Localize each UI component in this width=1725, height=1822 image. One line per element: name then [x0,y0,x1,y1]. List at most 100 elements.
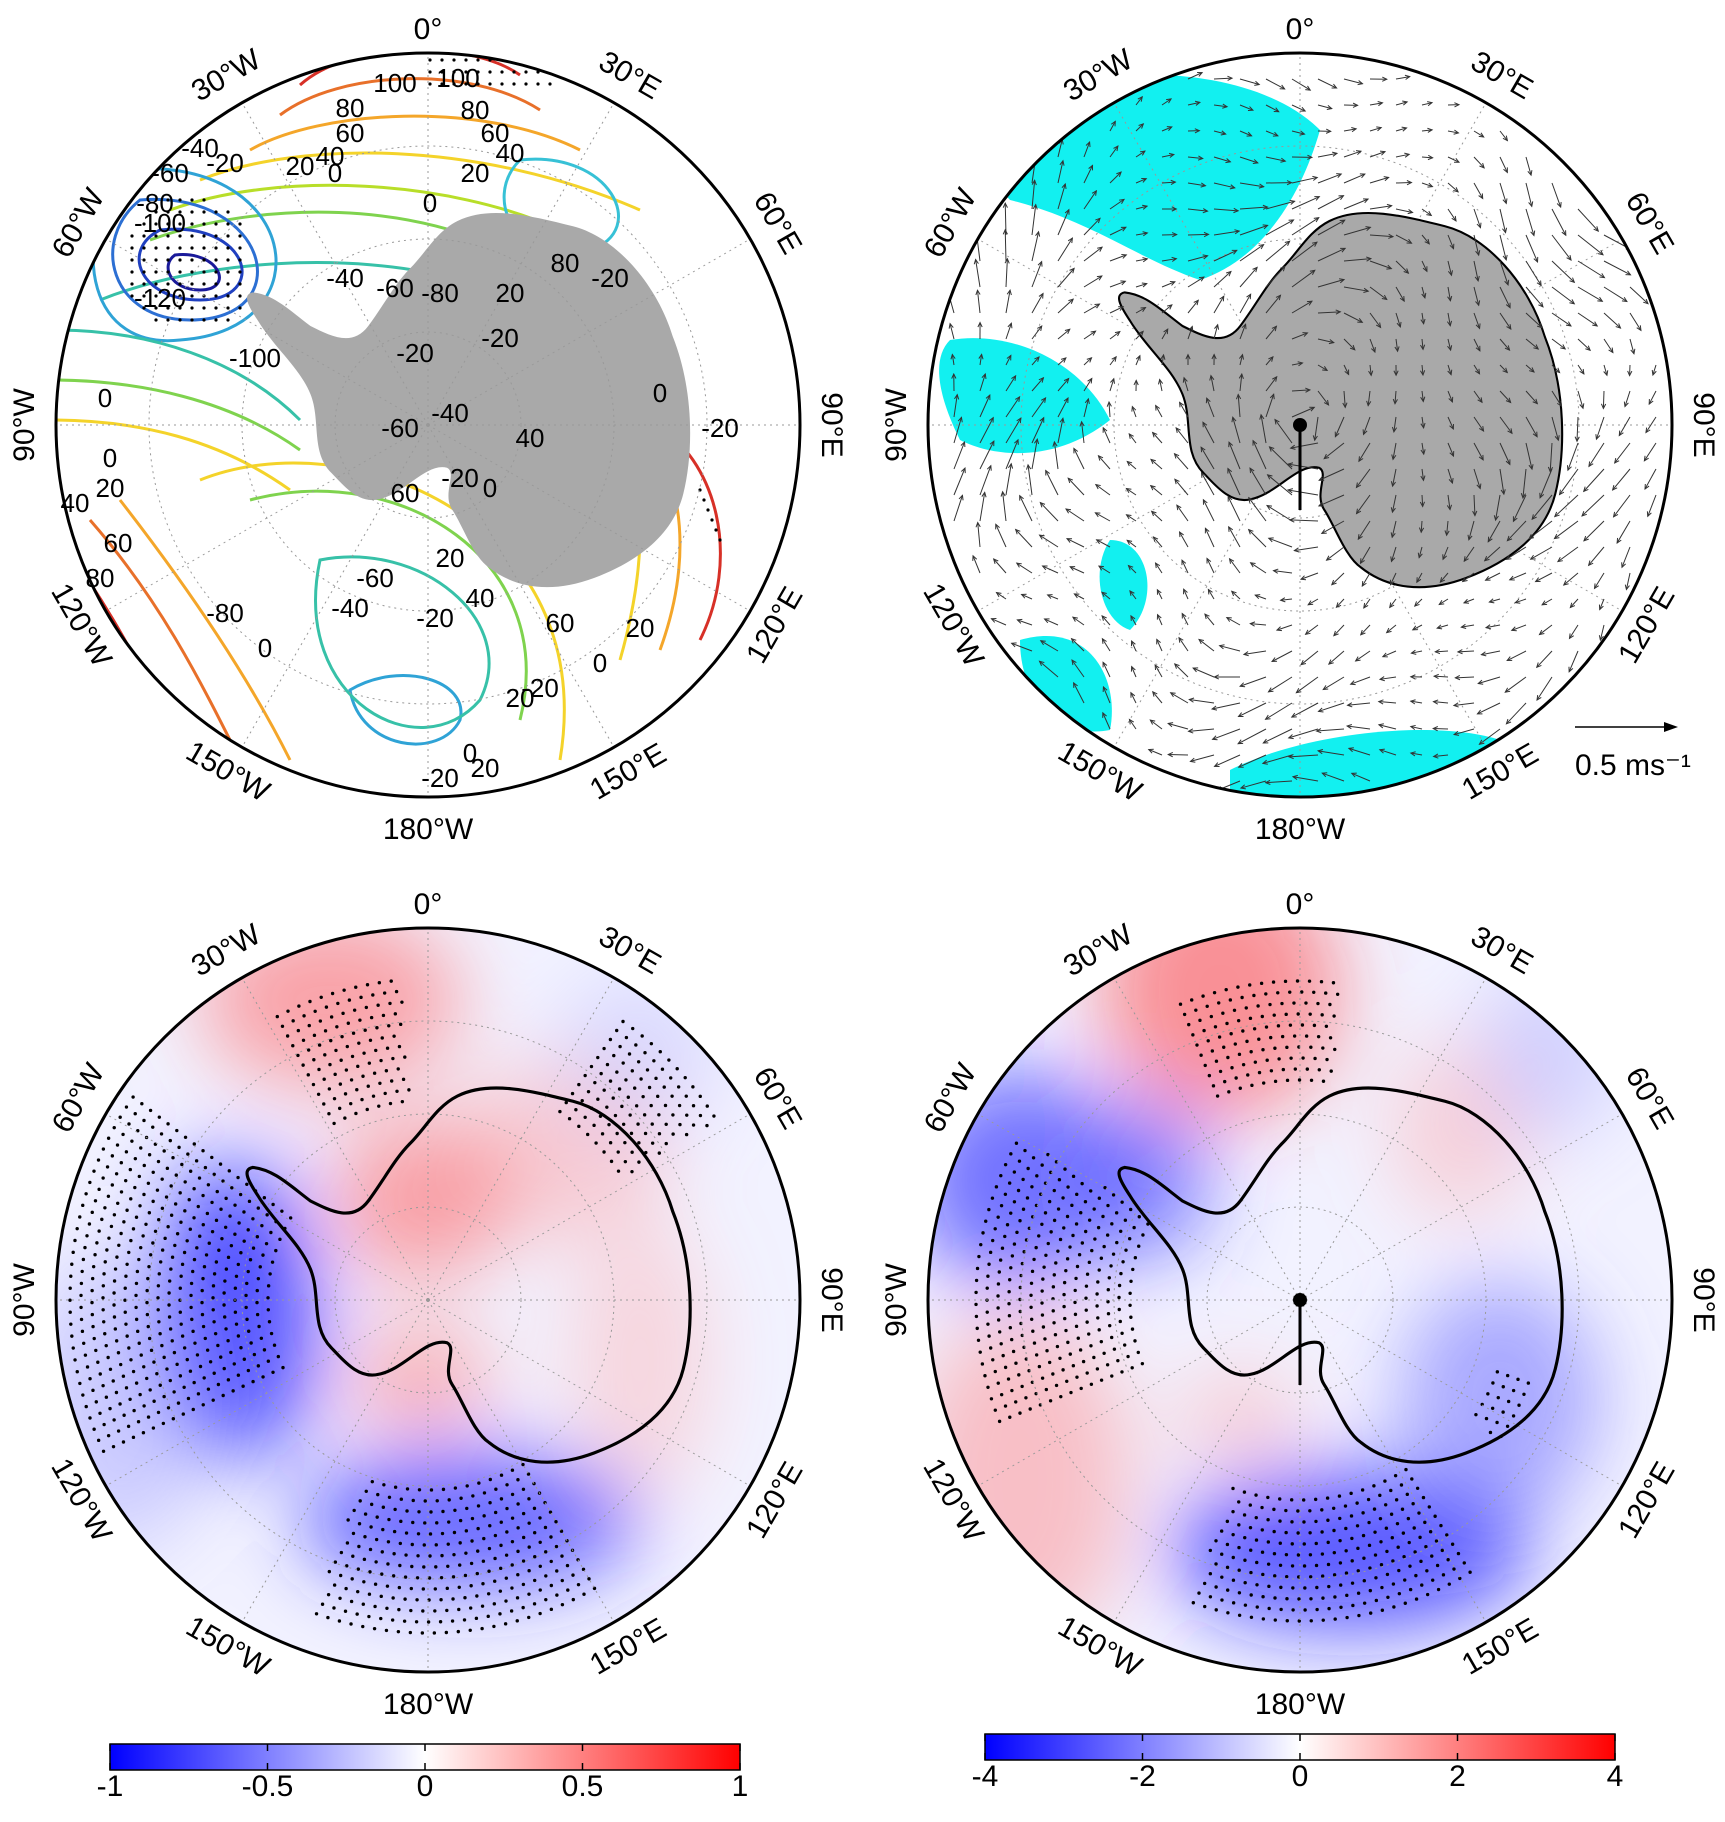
wind-arrow [1378,701,1397,704]
wind-arrow [1317,104,1332,110]
contour-label: 0 [103,443,117,473]
wind-arrow [1129,590,1137,600]
wind-arrow [1421,338,1424,350]
wind-arrow [1250,623,1267,626]
wind-arrow [1005,375,1017,392]
wind-arrow [1421,102,1433,106]
wind-arrow [1509,572,1527,581]
wind-arrow [1126,488,1137,496]
wind-arrow [1350,676,1371,685]
wind-arrow [1083,378,1093,392]
wind-arrow [1131,666,1137,678]
wind-arrow [1071,638,1085,652]
wind-arrow [1551,182,1562,208]
wind-arrow [1149,719,1163,730]
significance-region [939,338,1110,454]
wind-arrow [1621,546,1631,568]
wind-arrow [1072,616,1085,626]
wind-arrow [1391,520,1397,538]
wind-arrow [1347,702,1371,706]
wind-arrow [1213,182,1235,189]
wind-arrow [1265,780,1293,784]
wind-arrow [1603,364,1608,376]
wind-arrow [1437,624,1449,629]
wind-arrow [1455,676,1475,679]
wind-arrow [1232,417,1241,444]
contour-label: -20 [396,338,434,368]
wind-arrow [1643,442,1657,462]
wind-arrow [1463,546,1475,562]
wind-arrow [1647,494,1657,517]
wind-arrow [1395,234,1412,244]
wind-arrow [1131,640,1137,652]
contour-label: 20 [436,543,465,573]
contour-label: 20 [506,683,535,713]
wind-arrow [1189,698,1215,704]
wind-arrow [1157,614,1163,626]
wind-arrow [1395,127,1407,132]
contour-label: -60 [381,413,419,443]
wind-arrow [1391,494,1397,513]
wind-arrow [977,522,981,548]
wind-arrow [1287,489,1319,496]
wind-arrow [1239,78,1260,86]
wind-arrow [1395,338,1399,352]
wind-arrow [1174,453,1189,470]
wind-arrow [1207,589,1215,600]
wind-arrow [1421,156,1433,159]
wind-arrow [1265,240,1290,262]
contour-label: 60 [391,478,420,508]
wind-arrow [1187,276,1205,288]
colorbar-tick-label: 1 [732,1770,749,1803]
wind-arrow [1031,204,1037,236]
wind-arrow [1183,589,1189,600]
wind-arrow [1559,468,1579,495]
wind-arrow [1155,562,1163,574]
wind-arrow [1083,246,1103,262]
wind-arrow [1447,468,1453,484]
wind-arrow [1300,650,1319,666]
wind-arrow [1629,312,1642,331]
lon-label-0: 0° [1286,888,1315,921]
wind-arrow [953,394,958,418]
wind-arrow [1421,182,1433,188]
wind-arrow [1369,338,1376,353]
wind-arrow [1083,398,1089,418]
contour-line [314,555,491,729]
wind-arrow [1539,624,1553,635]
wind-arrow [1198,639,1215,652]
wind-arrow [1291,269,1316,288]
wind-arrow [1499,312,1512,330]
wind-arrow [1265,394,1275,418]
contour-label: -20 [206,148,244,178]
wind-arrow [1343,338,1356,351]
wind-arrow [1002,491,1007,522]
contour-line [56,418,291,492]
wind-arrow [1265,200,1295,210]
wind-arrow [1057,357,1067,366]
wind-arrow [1066,538,1085,548]
wind-arrow [1410,752,1423,756]
wind-arrow [972,555,981,574]
wind-arrow [1204,613,1215,626]
wind-arrow [1083,165,1093,184]
contour-label: -100 [134,208,186,238]
wind-arrow [1416,572,1423,583]
wind-arrow [1291,241,1318,262]
lon-label-90e: 90°E [1687,1267,1720,1332]
wind-arrow [1318,494,1345,507]
wind-arrow [1161,126,1172,132]
wind-arrow [1109,121,1116,132]
contour-label: 20 [96,473,125,503]
wind-arrow [1071,659,1085,678]
wind-arrow [1433,754,1449,758]
wind-arrow [1379,749,1397,756]
wind-arrow [1618,416,1631,436]
wind-arrow [1363,416,1371,435]
wind-arrow [1551,260,1575,283]
wind-arrow [1577,286,1603,302]
wind-arrow [1616,520,1631,544]
wind-arrow [1307,598,1319,606]
wind-arrow [1031,261,1043,288]
wind-arrow [1468,520,1475,540]
